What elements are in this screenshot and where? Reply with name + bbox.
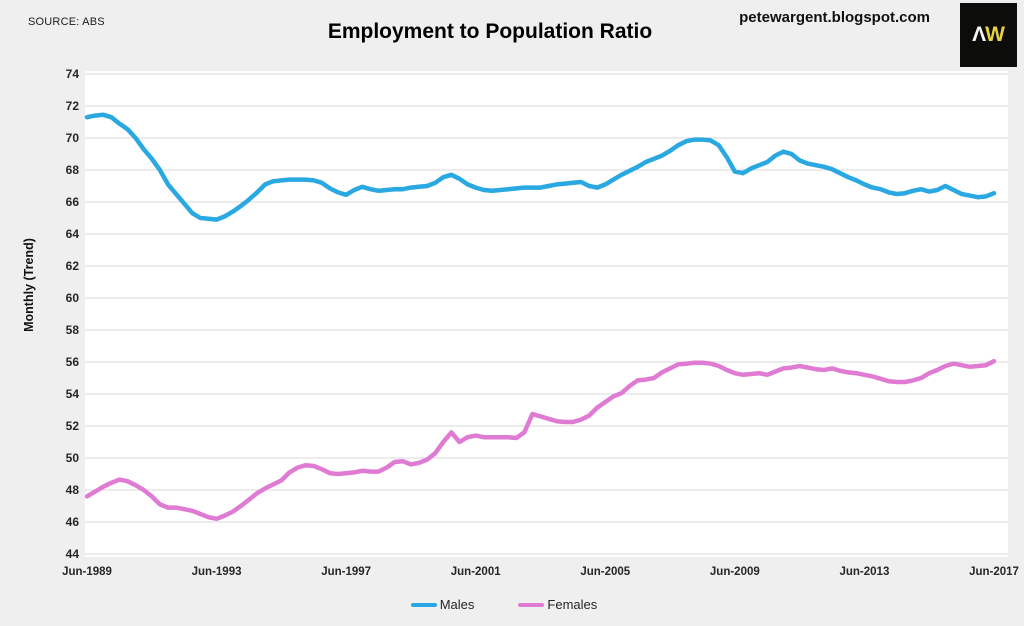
females-line — [84, 358, 997, 522]
y-tick-label: 64 — [65, 227, 79, 241]
y-tick-label: 66 — [65, 195, 79, 209]
y-tick-label: 58 — [65, 323, 79, 337]
legend-label-males: Males — [439, 597, 475, 612]
y-tick-label: 74 — [65, 67, 79, 81]
y-tick-label: 54 — [65, 387, 79, 401]
y-tick-label: 70 — [65, 131, 79, 145]
legend-item-females: Females — [518, 597, 597, 612]
y-tick-label: 44 — [65, 547, 79, 561]
males-line-swatch — [410, 602, 437, 607]
page-title: Employment to Population Ratio — [327, 20, 653, 43]
x-tick-label: Jun-1997 — [321, 566, 372, 578]
source-label: SOURCE: ABS — [28, 16, 105, 28]
y-tick-label: 68 — [65, 163, 79, 177]
males-line — [84, 112, 997, 222]
y-tick-label: 48 — [65, 483, 79, 497]
y-tick-label: 62 — [65, 259, 79, 273]
pw-logo: Λ W — [960, 3, 1017, 67]
x-tick-label: Jun-1989 — [62, 566, 112, 578]
x-tick-label: Jun-2009 — [709, 566, 760, 578]
logo-letter-caret: Λ — [972, 23, 987, 46]
site-url-label: petewargent.blogspot.com — [739, 9, 930, 26]
y-tick-label: 72 — [65, 99, 79, 113]
y-tick-label: 56 — [65, 355, 79, 369]
legend-item-males: Males — [410, 597, 475, 612]
y-tick-label: 50 — [65, 451, 79, 465]
y-tick-label: 46 — [65, 515, 79, 529]
x-tick-label: Jun-2013 — [839, 566, 890, 578]
chart-legend: Males Females — [0, 597, 1008, 612]
logo-letter-w: W — [985, 23, 1005, 46]
x-tick-label: Jun-2005 — [580, 566, 631, 578]
legend-label-females: Females — [547, 597, 598, 612]
y-tick-label: 60 — [65, 291, 79, 305]
x-tick-label: Jun-1993 — [191, 566, 242, 578]
x-tick-label: Jun-2017 — [969, 566, 1019, 578]
y-tick-label: 52 — [65, 419, 79, 433]
x-tick-label: Jun-2001 — [450, 566, 501, 578]
females-line-swatch — [518, 602, 545, 607]
plot-area — [85, 71, 1008, 557]
